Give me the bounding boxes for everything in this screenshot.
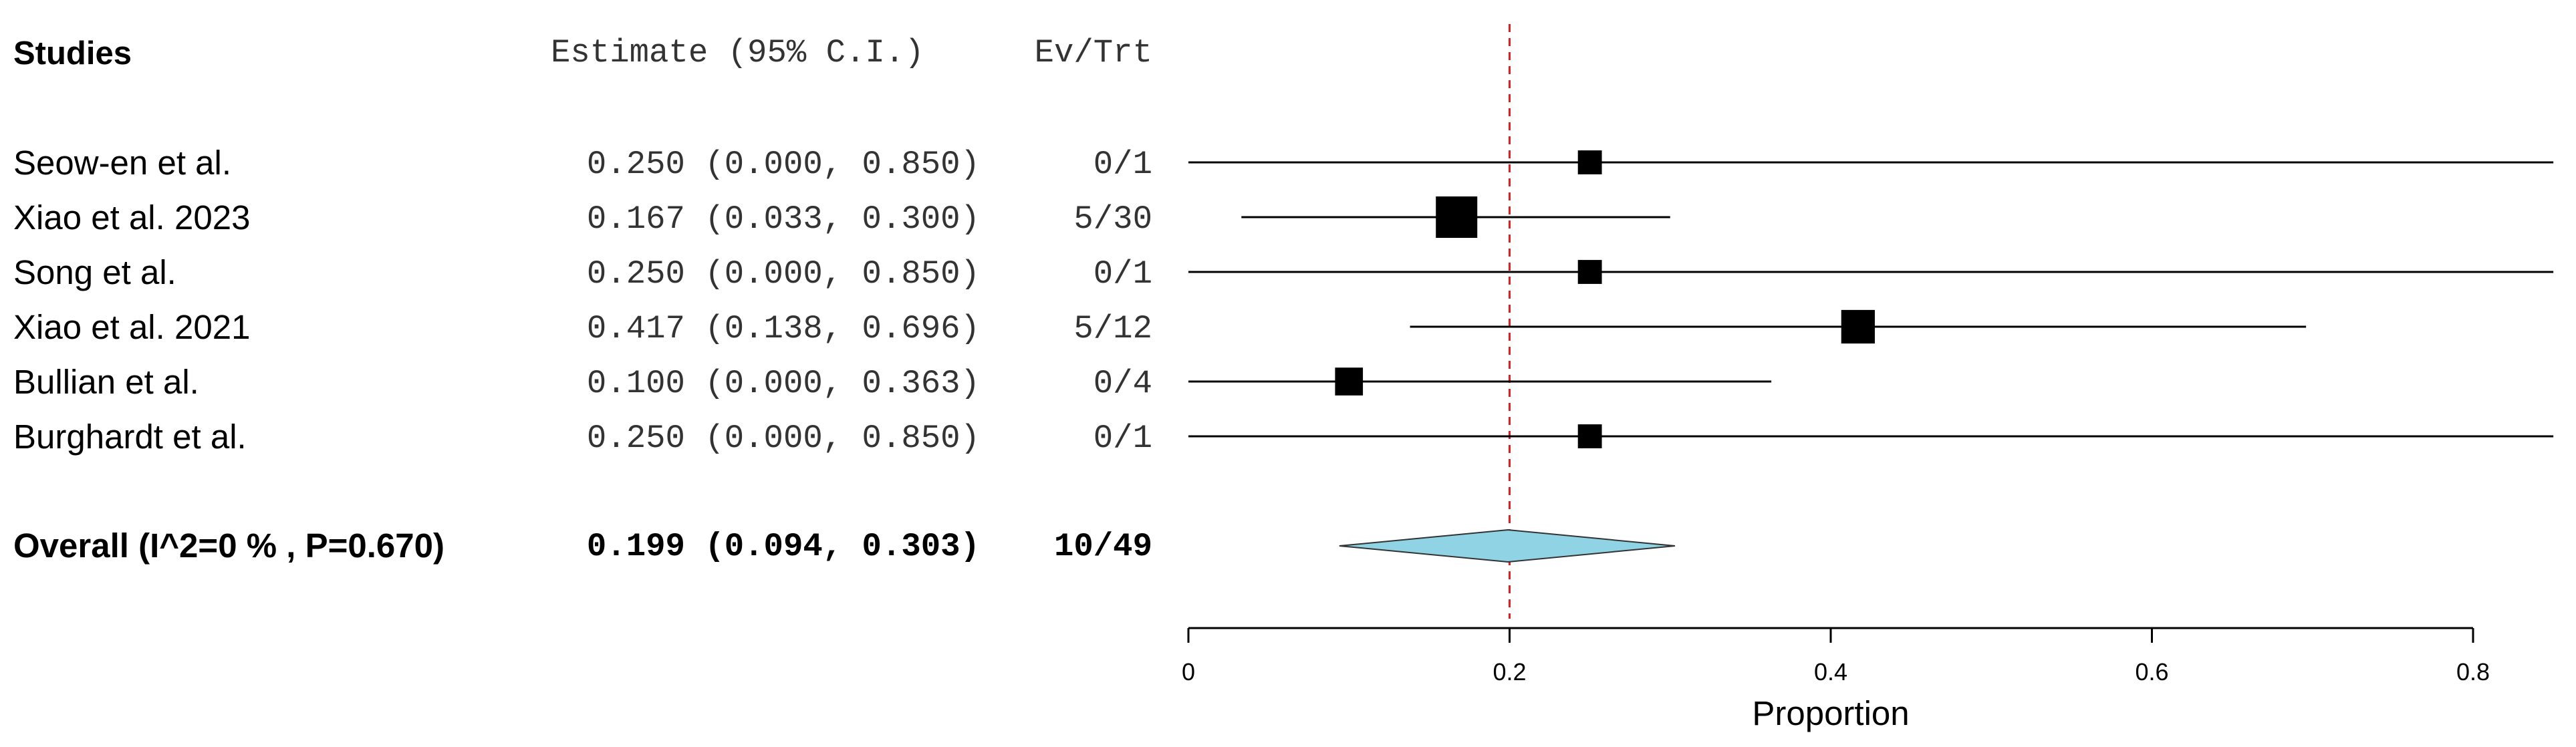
study-events: 0/1	[1093, 420, 1152, 457]
study-estimate: 0.100 (0.000, 0.363)	[587, 365, 980, 402]
header-estimate: Estimate (95% C.I.)	[551, 34, 924, 71]
study-events: 0/4	[1093, 365, 1152, 402]
study-label: Seow-en et al.	[13, 144, 231, 182]
x-axis-title: Proportion	[1752, 694, 1909, 732]
study-events: 5/12	[1073, 310, 1152, 347]
header-studies: Studies	[13, 35, 132, 71]
study-estimate: 0.417 (0.138, 0.696)	[587, 310, 980, 347]
x-tick-label: 0.8	[2456, 658, 2490, 686]
study-label: Song et al.	[13, 253, 176, 291]
study-events: 5/30	[1073, 200, 1152, 238]
study-estimate: 0.250 (0.000, 0.850)	[587, 255, 980, 293]
study-label: Bullian et al.	[13, 363, 199, 401]
study-events: 0/1	[1093, 255, 1152, 293]
study-estimate: 0.250 (0.000, 0.850)	[587, 146, 980, 183]
study-label: Xiao et al. 2023	[13, 198, 250, 237]
overall-diamond	[1339, 529, 1676, 563]
study-estimate: 0.167 (0.033, 0.300)	[587, 200, 980, 238]
overall-estimate: 0.199 (0.094, 0.303)	[587, 528, 980, 565]
overall-label: Overall (I^2=0 % , P=0.670)	[13, 527, 444, 565]
study-events: 0/1	[1093, 146, 1152, 183]
plot-area: 0 0.2 0.4 0.6 0.8 Proportion	[1182, 24, 2554, 732]
point-estimate	[1841, 309, 1875, 344]
header-events: Ev/Trt	[1035, 34, 1152, 71]
point-estimate	[1577, 150, 1602, 174]
x-tick-label: 0.6	[2135, 658, 2168, 686]
x-tick-label: 0.2	[1493, 658, 1526, 686]
study-label: Xiao et al. 2021	[13, 308, 250, 346]
x-tick-label: 0	[1182, 658, 1195, 686]
point-estimate	[1577, 260, 1602, 284]
point-estimate	[1577, 424, 1602, 448]
point-estimate	[1335, 367, 1364, 396]
study-estimate: 0.250 (0.000, 0.850)	[587, 420, 980, 457]
overall-events: 10/49	[1054, 528, 1152, 565]
study-label: Burghardt et al.	[13, 418, 247, 456]
study-rows: Seow-en et al. 0.250 (0.000, 0.850) 0/1 Xi…	[13, 144, 1152, 457]
point-estimate	[1436, 196, 1478, 238]
x-tick-label: 0.4	[1814, 658, 1847, 686]
